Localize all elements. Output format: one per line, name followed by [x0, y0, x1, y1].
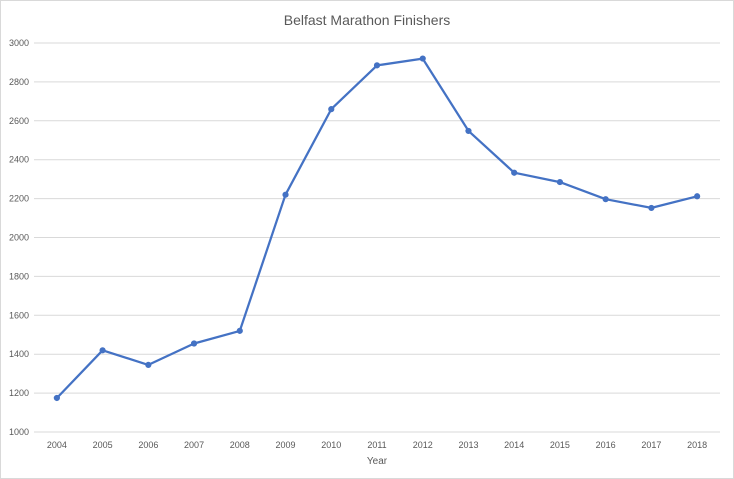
y-tick-label: 2400	[9, 155, 29, 165]
y-tick-label: 1000	[9, 427, 29, 437]
y-tick-label: 1200	[9, 388, 29, 398]
x-tick-label: 2018	[687, 440, 707, 450]
y-tick-label: 2600	[9, 116, 29, 126]
x-tick-label: 2013	[458, 440, 478, 450]
x-tick-label: 2005	[93, 440, 113, 450]
y-tick-label: 1400	[9, 349, 29, 359]
data-point	[419, 55, 426, 62]
x-tick-label: 2017	[641, 440, 661, 450]
x-tick-label: 2015	[550, 440, 570, 450]
x-tick-label: 2014	[504, 440, 524, 450]
data-point	[282, 191, 289, 198]
data-point	[99, 347, 106, 354]
chart-title: Belfast Marathon Finishers	[284, 12, 451, 28]
x-tick-label: 2012	[413, 440, 433, 450]
data-point	[328, 106, 335, 113]
data-point	[694, 193, 701, 200]
x-tick-label: 2011	[367, 440, 386, 450]
data-point	[53, 394, 60, 402]
x-tick-label: 2016	[596, 440, 616, 450]
x-tick-label: 2010	[321, 440, 341, 450]
x-tick-label: 2008	[230, 440, 250, 450]
y-axis-tick-labels: 1000 1200 1400 1600 1800 2000 2200 2400 2600 2800…	[9, 38, 29, 437]
x-tick-label: 2009	[276, 440, 296, 450]
data-point	[648, 204, 655, 212]
y-tick-label: 2000	[9, 233, 29, 243]
y-tick-label: 3000	[9, 38, 29, 48]
y-tick-label: 1600	[9, 310, 29, 320]
data-point	[190, 340, 198, 347]
x-tick-label: 2004	[47, 440, 67, 450]
data-point	[373, 62, 381, 69]
y-tick-label: 1800	[9, 271, 29, 281]
series-line	[55, 57, 699, 400]
data-point	[236, 327, 243, 334]
data-point	[145, 361, 152, 368]
data-point	[511, 169, 518, 176]
gridlines	[34, 42, 720, 433]
data-point	[556, 178, 564, 186]
x-axis-title: Year	[367, 456, 388, 467]
x-tick-label: 2006	[138, 440, 158, 450]
data-point	[465, 127, 472, 135]
y-tick-label: 2200	[9, 194, 29, 204]
x-axis-tick-labels: 2004 2005 2006 2007 2008 2009 2010 2011 2012 2013…	[47, 440, 707, 450]
series-layer	[53, 55, 701, 402]
x-tick-label: 2007	[184, 440, 204, 450]
data-point	[602, 196, 609, 203]
y-tick-label: 2800	[9, 77, 29, 87]
